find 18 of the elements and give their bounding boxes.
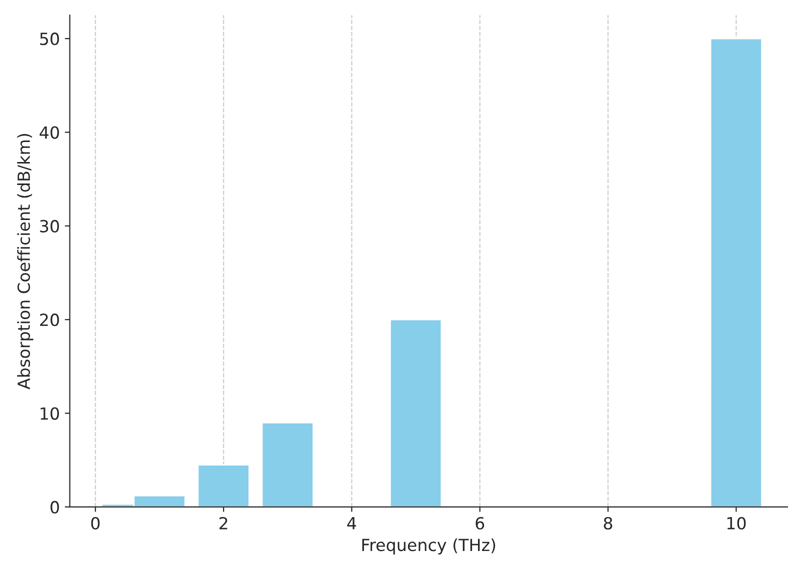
- bar: [710, 38, 763, 507]
- y-tick-label: 40: [40, 126, 59, 139]
- x-axis-title: Frequency (THz): [362, 538, 496, 554]
- x-tick-label: 0: [91, 516, 100, 530]
- y-tick-label: 50: [40, 32, 59, 46]
- x-tick-label: 6: [476, 516, 484, 530]
- y-axis-title: Absorption Coefficient (dB/km): [17, 134, 34, 390]
- y-tick-label: 30: [40, 220, 59, 232]
- x-tick-label: 8: [604, 516, 612, 530]
- bar: [261, 422, 314, 507]
- bar: [389, 318, 442, 507]
- bar: [197, 464, 250, 507]
- y-tick-label: 20: [40, 314, 59, 326]
- x-tick-label: 4: [347, 517, 356, 530]
- x-tick-label: 10: [727, 516, 746, 530]
- y-tick-label: 10: [40, 407, 59, 420]
- x-tick-label: 2: [219, 516, 228, 530]
- y-tick-label: 0: [50, 500, 59, 514]
